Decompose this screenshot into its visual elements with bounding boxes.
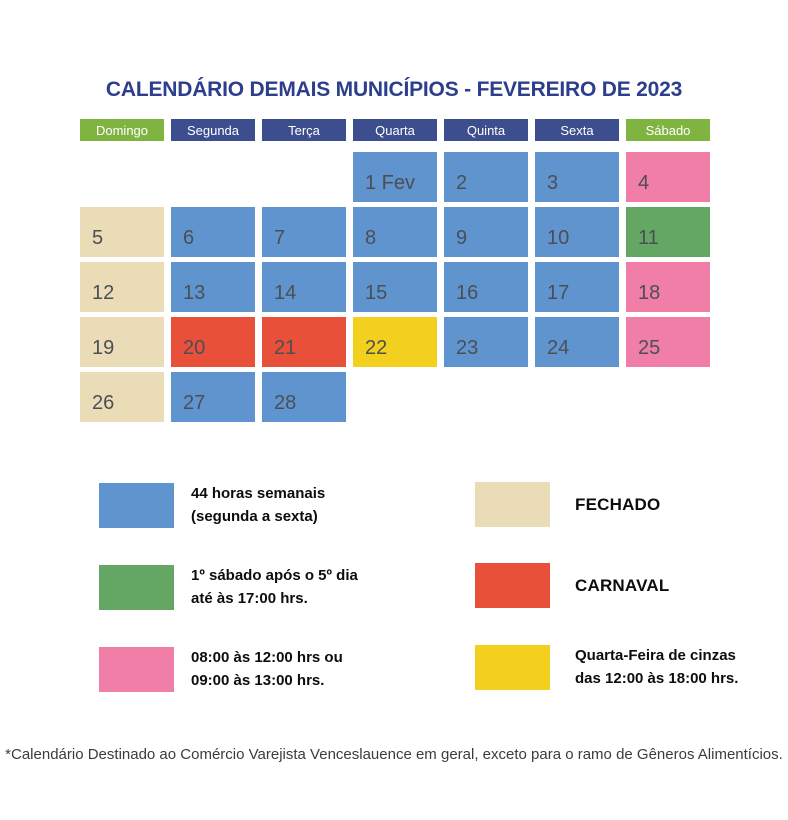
day-label: 11 <box>638 227 659 249</box>
calendar-day-26: 26 <box>80 372 164 422</box>
calendar-day-28: 28 <box>262 372 346 422</box>
green-swatch <box>99 564 174 610</box>
pink-swatch <box>99 646 174 692</box>
day-label: 15 <box>365 282 388 304</box>
yellow-swatch <box>475 644 550 690</box>
legend-label: 08:00 às 12:00 hrs ou 09:00 às 13:00 hrs. <box>191 649 343 689</box>
calendar-day-19: 19 <box>80 317 164 367</box>
legend-label: CARNAVAL <box>575 576 670 595</box>
day-label: 20 <box>183 337 206 359</box>
calendar-empty-cell <box>171 152 255 202</box>
day-label: 23 <box>456 337 479 359</box>
calendar-empty-cell <box>80 152 164 202</box>
legend: 44 horas semanais (segunda a sexta) 1º sáb… <box>0 482 788 712</box>
calendar-day-3: 3 <box>535 152 619 202</box>
legend-label: 1º sábado após o 5º dia até às 17:00 hrs. <box>191 567 358 607</box>
calendar-day-25: 25 <box>626 317 710 367</box>
day-label: 26 <box>92 392 115 414</box>
calendar-empty-cell <box>353 372 437 422</box>
day-label: 28 <box>274 392 297 414</box>
day-label: 2 <box>456 172 468 194</box>
day-label: 6 <box>183 227 195 249</box>
weekday-header-segunda: Segunda <box>171 119 255 141</box>
calendar-day-21: 21 <box>262 317 346 367</box>
blue-swatch <box>99 482 174 528</box>
day-label: 4 <box>638 172 650 194</box>
calendar-day-16: 16 <box>444 262 528 312</box>
calendar-day-2: 2 <box>444 152 528 202</box>
calendar-day-7: 7 <box>262 207 346 257</box>
calendar-day-10: 10 <box>535 207 619 257</box>
calendar-day-14: 14 <box>262 262 346 312</box>
calendar-day-13: 13 <box>171 262 255 312</box>
day-label: 22 <box>365 337 388 359</box>
day-label: 27 <box>183 392 206 414</box>
calendar-day-12: 12 <box>80 262 164 312</box>
day-label: 18 <box>638 282 661 304</box>
beige-swatch <box>475 482 550 527</box>
day-label: 16 <box>456 282 479 304</box>
weekday-row: Domingo Segunda Terça Quarta Quinta Sexta Sába… <box>80 119 710 141</box>
calendar-day-5: 5 <box>80 207 164 257</box>
calendar-day-17: 17 <box>535 262 619 312</box>
day-label: 1 Fev <box>365 172 416 194</box>
legend-item-blue: 44 horas semanais (segunda a sexta) <box>99 482 358 528</box>
day-label: 19 <box>92 337 115 359</box>
calendar-day-4: 4 <box>626 152 710 202</box>
day-label: 7 <box>274 227 286 249</box>
legend-item-green: 1º sábado após o 5º dia até às 17:00 hrs. <box>99 564 358 610</box>
calendar-grid: 1 Fev 2 3 4 5 6 7 8 9 10 11 12 13 14 15 16 17 18 19 20 21 22 2… <box>80 152 710 422</box>
legend-label: 44 horas semanais (segunda a sexta) <box>191 485 326 525</box>
page-title: CALENDÁRIO DEMAIS MUNICÍPIOS - FEVEREIRO… <box>105 78 683 101</box>
calendar-day-27: 27 <box>171 372 255 422</box>
calendar-empty-cell <box>626 372 710 422</box>
calendar-day-6: 6 <box>171 207 255 257</box>
legend-column-right: FECHADO CARNAVAL Quarta-Feira de cinzas das… <box>475 482 738 726</box>
weekday-header-quinta: Quinta <box>444 119 528 141</box>
day-label: 17 <box>547 282 570 304</box>
calendar-day-1-fev: 1 Fev <box>353 152 437 202</box>
calendar-day-20: 20 <box>171 317 255 367</box>
calendar-empty-cell <box>444 372 528 422</box>
calendar-empty-cell <box>535 372 619 422</box>
day-label: 5 <box>92 227 104 249</box>
footnote: *Calendário Destinado ao Comércio Vareji… <box>5 746 783 763</box>
day-label: 3 <box>547 172 559 194</box>
weekday-header-domingo: Domingo <box>80 119 164 141</box>
legend-label: FECHADO <box>575 495 661 514</box>
day-label: 13 <box>183 282 206 304</box>
legend-item-yellow: Quarta-Feira de cinzas das 12:00 às 18:00… <box>475 644 738 690</box>
calendar: Domingo Segunda Terça Quarta Quinta Sexta Sába… <box>80 119 710 422</box>
day-label: 24 <box>547 337 570 359</box>
weekday-header-terça: Terça <box>262 119 346 141</box>
calendar-day-23: 23 <box>444 317 528 367</box>
legend-item-beige: FECHADO <box>475 482 738 527</box>
day-label: 12 <box>92 282 115 304</box>
legend-item-pink: 08:00 às 12:00 hrs ou 09:00 às 13:00 hrs. <box>99 646 358 692</box>
day-label: 8 <box>365 227 377 249</box>
day-label: 14 <box>274 282 297 304</box>
calendar-day-22: 22 <box>353 317 437 367</box>
calendar-day-15: 15 <box>353 262 437 312</box>
weekday-header-sábado: Sábado <box>626 119 710 141</box>
legend-column-left: 44 horas semanais (segunda a sexta) 1º sáb… <box>99 482 358 728</box>
calendar-day-18: 18 <box>626 262 710 312</box>
red-swatch <box>475 563 550 608</box>
calendar-day-24: 24 <box>535 317 619 367</box>
legend-item-red: CARNAVAL <box>475 563 738 608</box>
day-label: 21 <box>274 337 297 359</box>
calendar-day-8: 8 <box>353 207 437 257</box>
day-label: 9 <box>456 227 468 249</box>
calendar-day-9: 9 <box>444 207 528 257</box>
day-label: 25 <box>638 337 661 359</box>
calendar-day-11: 11 <box>626 207 710 257</box>
weekday-header-sexta: Sexta <box>535 119 619 141</box>
weekday-header-quarta: Quarta <box>353 119 437 141</box>
legend-label: Quarta-Feira de cinzas das 12:00 às 18:00… <box>575 647 739 687</box>
day-label: 10 <box>547 227 570 249</box>
calendar-empty-cell <box>262 152 346 202</box>
